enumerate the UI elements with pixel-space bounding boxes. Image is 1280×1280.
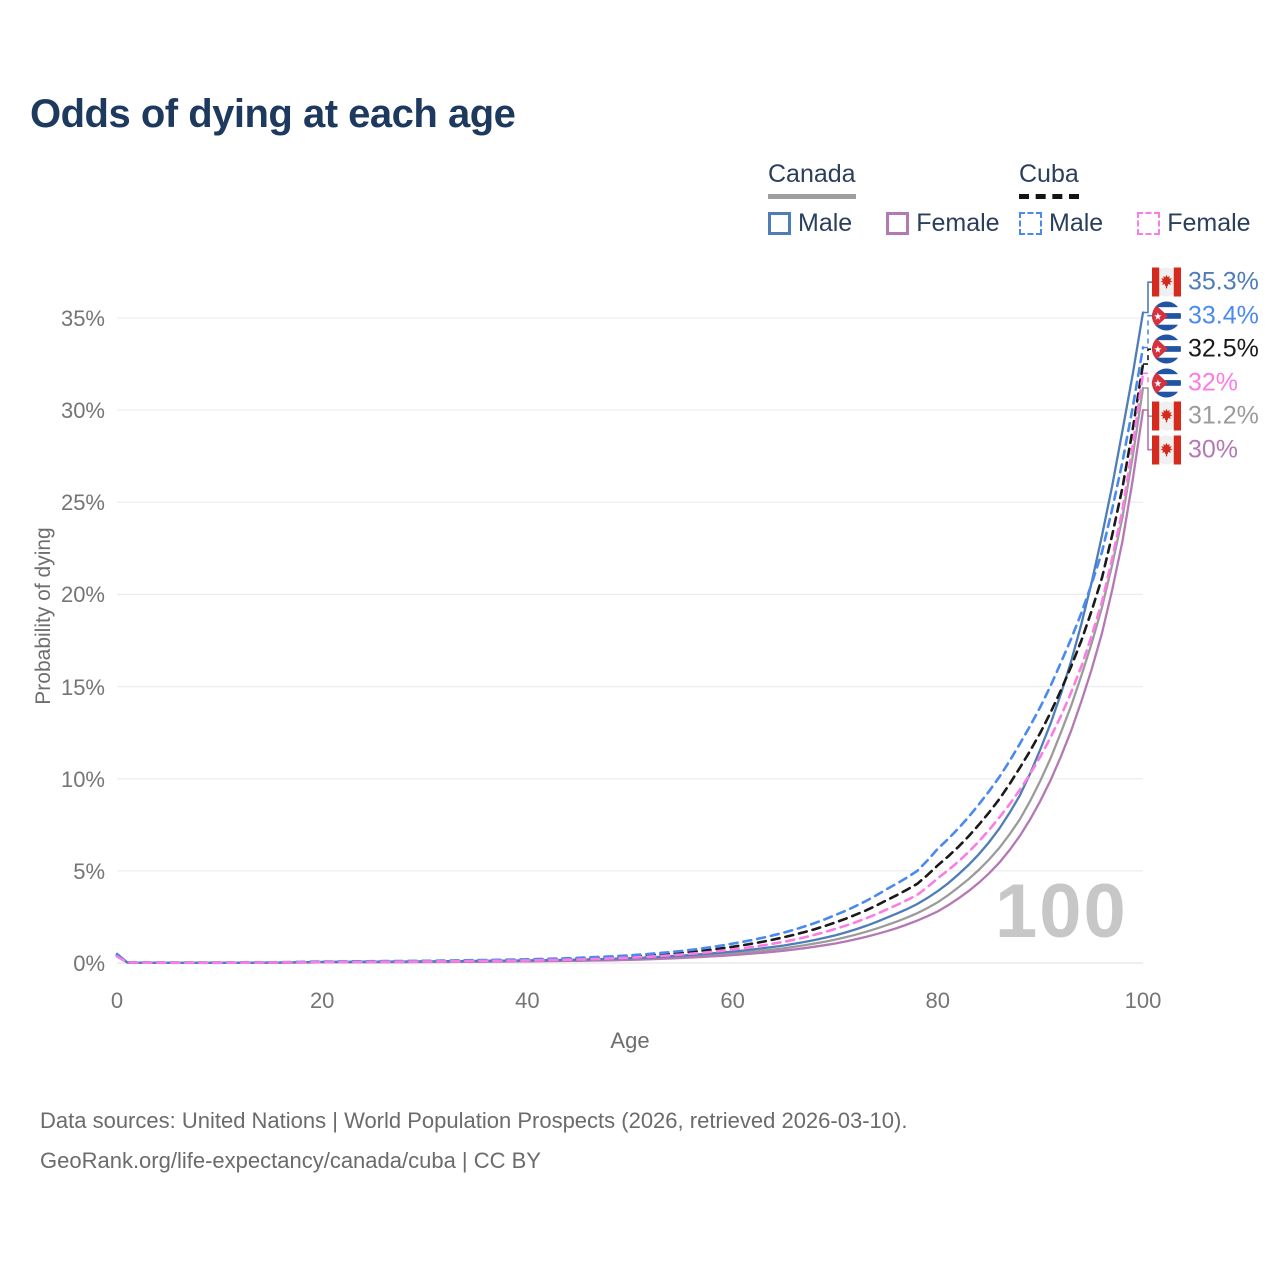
- cuba-female-swatch-icon: [1137, 212, 1161, 235]
- canada-flag-icon: [1152, 435, 1181, 465]
- x-tick-label: 60: [720, 988, 745, 1013]
- end-label-canada-both-sexes[interactable]: 31.2%: [1152, 401, 1259, 431]
- end-label-value: 32%: [1188, 368, 1239, 397]
- x-tick-label: 20: [309, 988, 335, 1013]
- canada-male-swatch-icon: [768, 212, 791, 235]
- series-line-canada-both-sexes[interactable]: [115, 386, 1145, 965]
- series-line-cuba-female[interactable]: [115, 372, 1145, 965]
- x-tick-label: 0: [110, 988, 124, 1013]
- end-label-cuba-female[interactable]: 32%: [1152, 368, 1239, 398]
- x-tick-label: 100: [1124, 988, 1162, 1013]
- canada-flag-icon: [1152, 267, 1181, 297]
- legend-item-label: Female: [916, 209, 1000, 237]
- canada-flag-icon: [1152, 401, 1181, 431]
- legend-item-label: Male: [798, 209, 853, 237]
- legend-item-canada-female[interactable]: Female: [886, 209, 1000, 238]
- canada-female-swatch-icon: [886, 212, 910, 235]
- y-tick-label: 25%: [60, 490, 105, 516]
- end-label-leader-line: [1143, 372, 1155, 384]
- cuba-flag-icon: [1152, 334, 1181, 364]
- legend-item-cuba-female[interactable]: Female: [1137, 209, 1251, 238]
- legend-item-label: Male: [1049, 209, 1104, 237]
- end-label-leader-line: [1143, 281, 1155, 314]
- y-axis-title: Probability of dying: [32, 527, 55, 705]
- y-tick-label: 15%: [60, 674, 105, 700]
- end-label-value: 33.4%: [1188, 301, 1259, 330]
- y-tick-label: 0%: [73, 951, 105, 976]
- attribution-link[interactable]: GeoRank.org/life-expectancy/canada/cuba …: [40, 1148, 541, 1173]
- legend-item-cuba-male[interactable]: Male: [1019, 209, 1103, 238]
- end-label-value: 30%: [1188, 435, 1239, 464]
- end-label-cuba-male[interactable]: 33.4%: [1152, 301, 1259, 331]
- end-label-cuba-both-sexes[interactable]: 32.5%: [1152, 334, 1259, 364]
- end-label-leader-line: [1143, 387, 1155, 417]
- x-tick-label: 80: [925, 988, 951, 1013]
- y-tick-label: 35%: [60, 305, 105, 331]
- legend-item-canada-male[interactable]: Male: [768, 209, 852, 238]
- y-tick-label: 20%: [60, 582, 105, 608]
- cuba-flag-icon: [1152, 368, 1181, 398]
- y-tick-label: 10%: [60, 766, 105, 792]
- end-label-value: 32.5%: [1188, 334, 1259, 363]
- cuba-flag-icon: [1152, 301, 1181, 331]
- end-label-leader-line: [1143, 314, 1155, 349]
- cuba-male-swatch-icon: [1019, 212, 1042, 235]
- end-label-value: 31.2%: [1188, 401, 1259, 430]
- x-tick-label: 40: [515, 988, 540, 1013]
- page-title: Odds of dying at each age: [30, 92, 516, 136]
- legend-header-cuba[interactable]: Cuba: [1019, 160, 1079, 199]
- y-tick-label: 30%: [60, 398, 105, 424]
- x-axis-title: Age: [610, 1028, 650, 1053]
- end-label-leader-line: [1143, 409, 1155, 451]
- legend-group-cuba: Cuba Male Female: [1019, 160, 1251, 238]
- legend-item-label: Female: [1167, 209, 1251, 237]
- end-label-leader-line: [1143, 348, 1155, 365]
- end-label-canada-male[interactable]: 35.3%: [1152, 267, 1259, 297]
- hover-age-watermark: 100: [995, 869, 1128, 954]
- end-label-canada-female[interactable]: 30%: [1152, 435, 1239, 465]
- legend-header-canada[interactable]: Canada: [768, 160, 856, 199]
- end-label-value: 35.3%: [1188, 267, 1259, 296]
- legend-group-canada: Canada Male Female: [768, 160, 1000, 238]
- data-sources-note: Data sources: United Nations | World Pop…: [40, 1108, 908, 1133]
- y-tick-label: 5%: [73, 858, 105, 884]
